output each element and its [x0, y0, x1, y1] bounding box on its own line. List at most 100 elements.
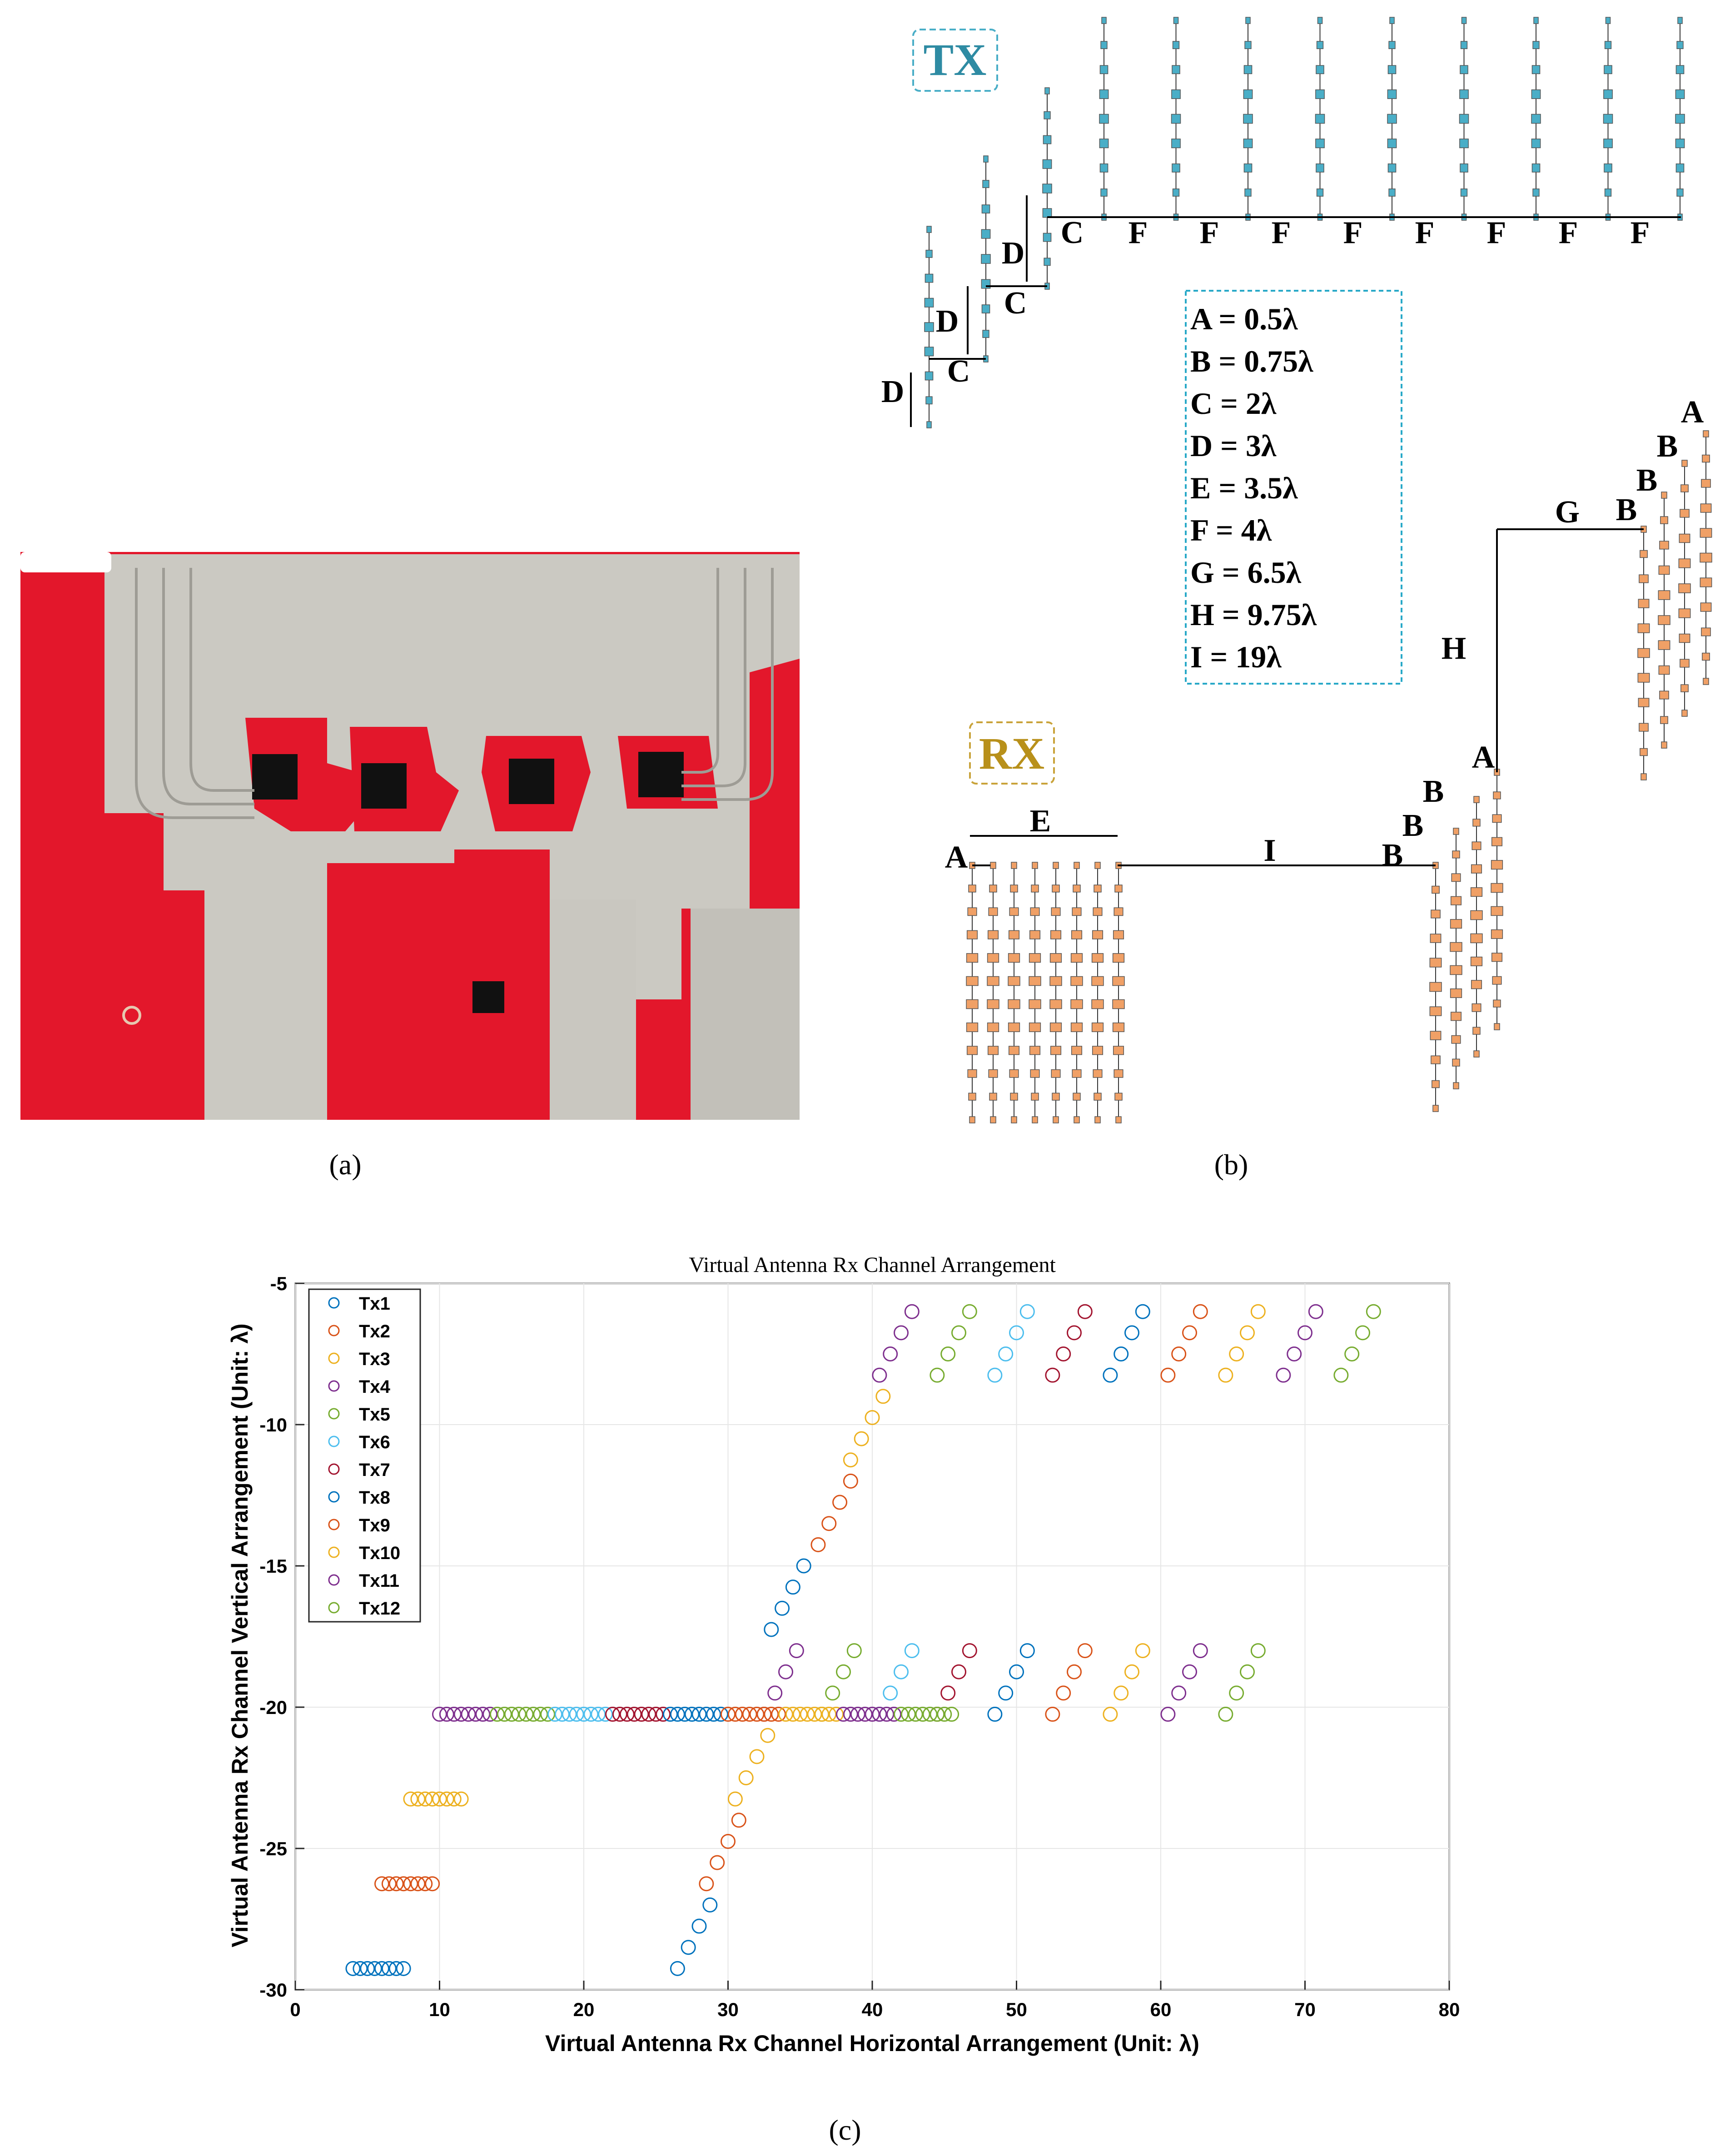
data-point: [663, 1707, 678, 1722]
antenna-patch: [1114, 884, 1123, 893]
antenna-patch: [1700, 528, 1712, 538]
data-point: [944, 1707, 959, 1722]
antenna-patch: [1029, 930, 1041, 939]
data-point: [1056, 1685, 1071, 1701]
antenna-patch: [1450, 896, 1462, 905]
antenna-patch: [1492, 976, 1502, 985]
antenna-patch: [1432, 885, 1440, 894]
antenna-patch: [1113, 1046, 1124, 1055]
antenna-patch: [1030, 1069, 1040, 1078]
antenna-patch: [1703, 430, 1709, 437]
rx-array-15: [1678, 460, 1691, 717]
antenna-patch: [1470, 910, 1483, 920]
data-point: [1160, 1367, 1176, 1383]
antenna-patch: [1531, 114, 1541, 124]
data-point: [670, 1707, 685, 1722]
antenna-patch: [1471, 864, 1482, 874]
rx-array-2: [987, 862, 999, 1123]
data-point: [1218, 1707, 1233, 1722]
antenna-patch: [1051, 907, 1061, 916]
data-point: [865, 1707, 880, 1722]
antenna-patch: [1243, 163, 1253, 173]
antenna-patch: [988, 907, 998, 916]
antenna-patch: [1473, 796, 1480, 803]
antenna-patch: [1099, 139, 1109, 149]
legend-marker: [328, 1380, 340, 1392]
legend-entry: Tx4: [359, 1377, 391, 1397]
rx-array-3: [1008, 862, 1020, 1123]
antenna-patch: [966, 1022, 979, 1032]
rx-array-group: [966, 430, 1712, 1123]
antenna-patch: [1173, 17, 1179, 24]
data-point: [583, 1707, 599, 1722]
antenna-patch: [1701, 627, 1711, 636]
dim-f-2: F: [1200, 215, 1219, 250]
data-point: [699, 1876, 714, 1892]
antenna-patch: [989, 884, 997, 893]
antenna-patch: [1658, 565, 1670, 575]
antenna-patch: [1491, 860, 1503, 870]
legend-entry: Tx7: [359, 1460, 390, 1480]
antenna-patch: [1114, 1069, 1124, 1078]
antenna-patch: [1114, 907, 1124, 916]
data-point: [821, 1516, 837, 1531]
rx-array-16: [1700, 430, 1712, 685]
spacing-legend-box: [1185, 290, 1402, 685]
data-point: [1240, 1664, 1255, 1679]
data-point: [1056, 1346, 1071, 1361]
rx-array-14: [1658, 492, 1670, 749]
legend-marker: [328, 1602, 340, 1614]
antenna-patch: [1452, 1058, 1460, 1067]
data-point: [634, 1707, 649, 1722]
antenna-patch: [1531, 65, 1541, 75]
x-tick-label: 50: [1006, 1999, 1027, 2020]
antenna-patch: [1053, 862, 1059, 869]
data-point: [497, 1707, 512, 1722]
antenna-patch: [1472, 819, 1481, 827]
antenna-patch: [1605, 17, 1611, 24]
center-antenna-field: [550, 899, 636, 1120]
data-point: [894, 1664, 909, 1679]
chart-title: Virtual Antenna Rx Channel Arrangement: [689, 1253, 1056, 1277]
antenna-patch: [924, 347, 934, 357]
rx-antenna-field: [691, 909, 800, 1120]
data-point: [872, 1367, 887, 1383]
data-point: [785, 1580, 800, 1595]
antenna-patch: [1042, 159, 1052, 169]
dim-d-1: D: [881, 374, 905, 409]
x-tick-label: 20: [573, 1999, 595, 2020]
x-tick-label: 60: [1150, 1999, 1172, 2020]
legend-entry: Tx5: [359, 1405, 390, 1425]
antenna-patch: [1071, 1046, 1083, 1055]
antenna-patch: [1053, 1116, 1059, 1123]
feed-lines: [135, 568, 774, 819]
antenna-patch: [983, 155, 989, 163]
dim-a-3: A: [1681, 395, 1704, 430]
antenna-patch: [1099, 89, 1109, 99]
dim-b-4: B: [1616, 492, 1637, 527]
rx-array-8: [1112, 862, 1125, 1123]
data-point: [1114, 1685, 1129, 1701]
antenna-patch: [1452, 850, 1460, 859]
data-point: [1171, 1346, 1187, 1361]
antenna-patch: [1491, 837, 1503, 846]
data-point: [381, 1876, 397, 1892]
data-point: [825, 1685, 840, 1701]
data-point: [930, 1707, 945, 1722]
data-point: [778, 1664, 793, 1679]
antenna-patch: [990, 862, 996, 869]
rx-array-1: [966, 862, 979, 1123]
data-point: [727, 1791, 743, 1807]
data-point: [721, 1833, 736, 1849]
antenna-patch: [1429, 1006, 1442, 1016]
antenna-patch: [1091, 976, 1104, 986]
data-point: [872, 1707, 887, 1722]
dim-g: G: [1555, 495, 1580, 530]
antenna-patch: [1641, 773, 1647, 780]
data-point: [764, 1622, 779, 1637]
rx-label-box: [969, 721, 1055, 785]
antenna-patch: [1315, 114, 1325, 124]
antenna-patch: [1459, 114, 1469, 124]
rx-dimension-labels: E A I B B B A H G B B B A: [945, 395, 1704, 875]
antenna-patch: [1460, 65, 1468, 75]
